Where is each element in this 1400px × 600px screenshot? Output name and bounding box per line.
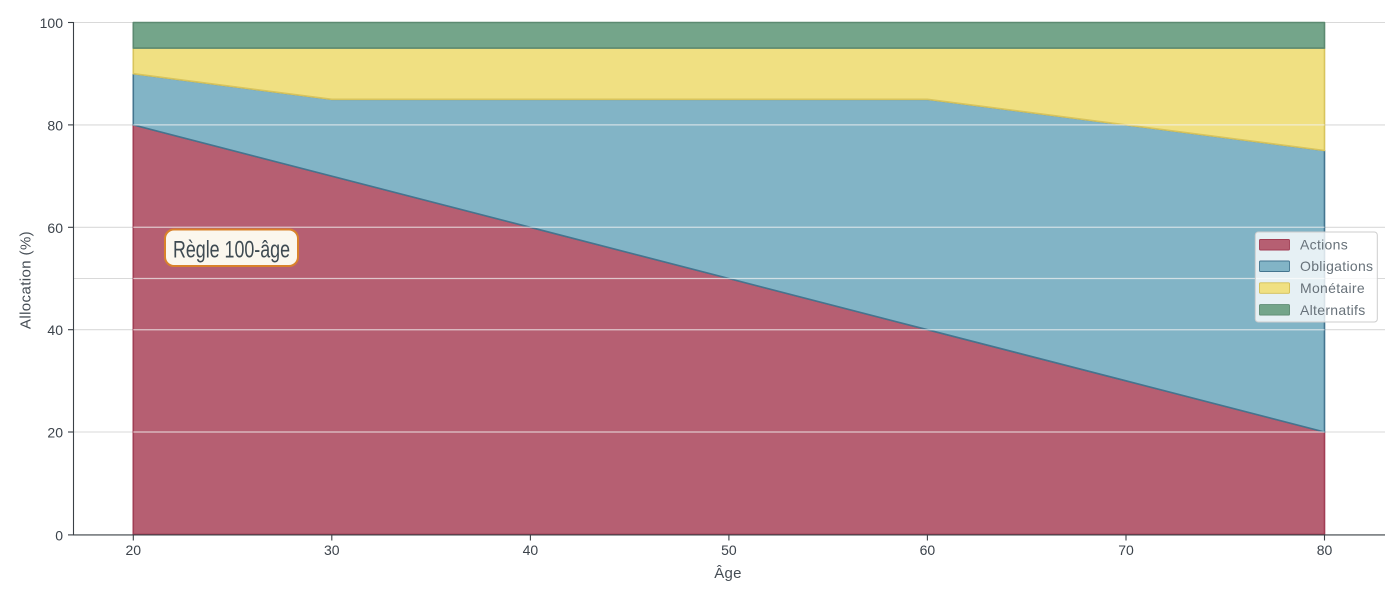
svg-text:60: 60	[47, 220, 63, 236]
svg-text:70: 70	[1118, 542, 1134, 558]
svg-text:100: 100	[40, 15, 64, 31]
svg-text:20: 20	[47, 425, 63, 441]
svg-text:40: 40	[47, 322, 63, 338]
svg-text:Actions: Actions	[1300, 237, 1348, 253]
svg-text:Règle 100-âge: Règle 100-âge	[173, 237, 290, 264]
svg-text:Âge: Âge	[714, 565, 742, 582]
svg-text:Obligations: Obligations	[1300, 258, 1373, 274]
svg-text:Allocation (%): Allocation (%)	[18, 231, 35, 329]
svg-text:40: 40	[523, 542, 539, 558]
svg-text:Alternatifs: Alternatifs	[1300, 302, 1366, 318]
svg-text:30: 30	[324, 542, 340, 558]
svg-text:20: 20	[126, 542, 142, 558]
svg-text:80: 80	[47, 117, 63, 133]
svg-text:Monétaire: Monétaire	[1300, 280, 1365, 296]
svg-text:50: 50	[721, 542, 737, 558]
svg-text:0: 0	[55, 527, 63, 543]
svg-text:60: 60	[920, 542, 936, 558]
svg-text:80: 80	[1317, 542, 1333, 558]
